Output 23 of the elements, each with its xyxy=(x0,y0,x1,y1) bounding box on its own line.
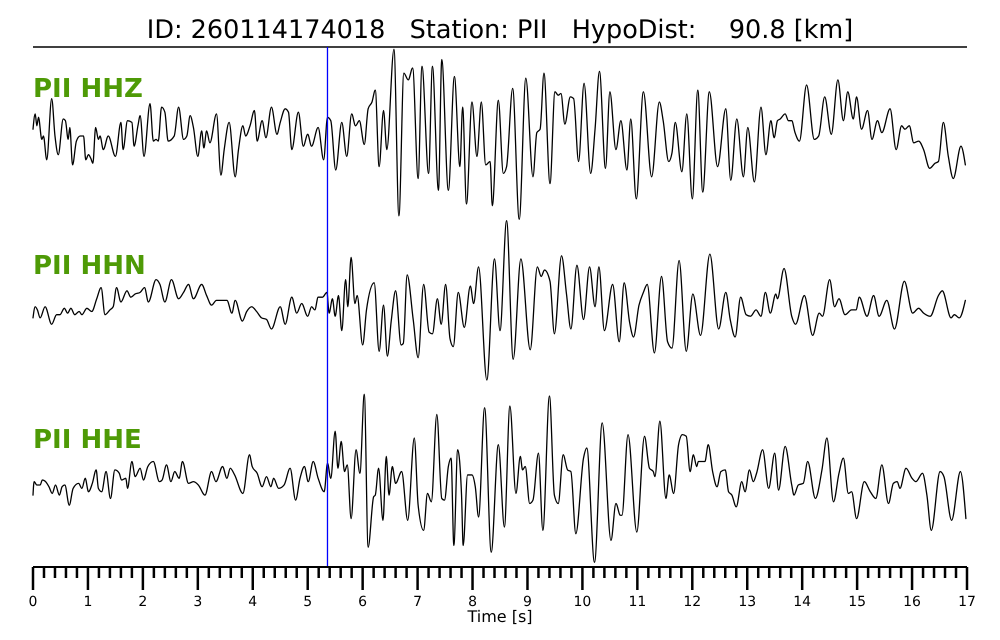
series-label: PII HHE xyxy=(33,425,142,455)
x-tick-label: 5 xyxy=(303,594,312,610)
x-tick-label: 4 xyxy=(248,594,258,610)
x-tick-label: 0 xyxy=(28,594,38,610)
x-tick-label: 12 xyxy=(683,594,702,610)
x-tick-label: 11 xyxy=(628,594,646,610)
x-tick-label: 17 xyxy=(958,594,976,610)
x-tick-label: 14 xyxy=(793,594,812,610)
x-tick-label: 8 xyxy=(468,594,477,610)
x-tick-label: 16 xyxy=(903,594,922,610)
x-tick-label: 10 xyxy=(574,594,592,610)
x-tick-label: 6 xyxy=(358,594,368,610)
x-axis-title: Time [s] xyxy=(466,607,533,626)
x-tick-label: 7 xyxy=(413,594,422,610)
x-tick-label: 3 xyxy=(193,594,202,610)
x-tick-label: 13 xyxy=(738,594,756,610)
x-tick-label: 15 xyxy=(848,594,866,610)
series-label: PII HHN xyxy=(33,251,146,281)
x-tick-label: 2 xyxy=(138,594,148,610)
chart-title: ID: 260114174018 Station: PII HypoDist: 90.8 [km] xyxy=(146,15,854,45)
series-label: PII HHZ xyxy=(33,74,143,104)
x-tick-label: 9 xyxy=(523,594,532,610)
x-tick-label: 1 xyxy=(83,594,92,610)
